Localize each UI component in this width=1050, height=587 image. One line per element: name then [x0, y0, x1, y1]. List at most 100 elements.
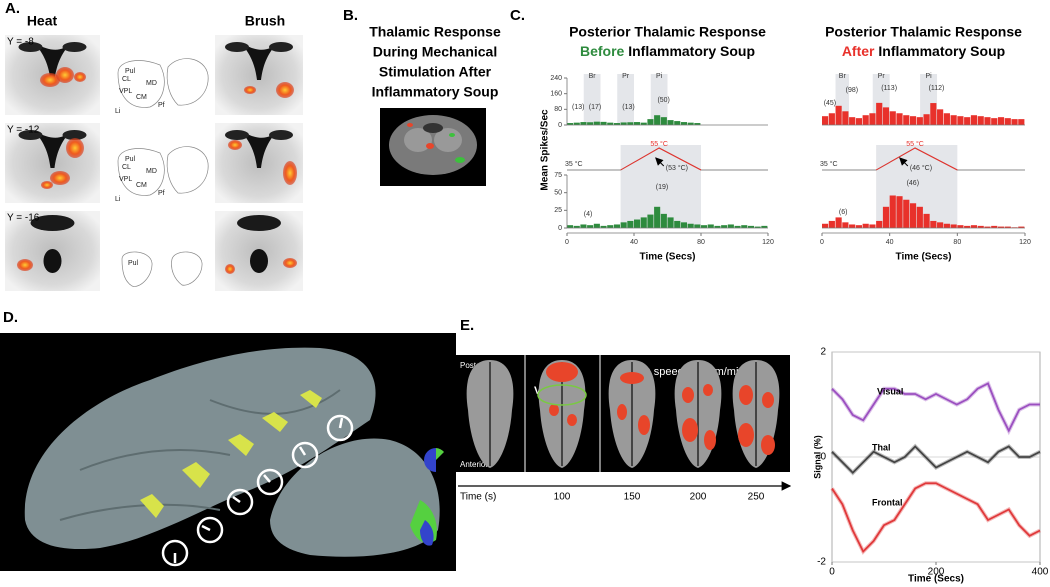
histogram-bar: [620, 222, 627, 228]
atlas-sketch: [121, 251, 203, 287]
activation: [41, 181, 53, 189]
histogram-bar: [991, 118, 998, 125]
column-title: Heat: [27, 13, 58, 29]
temperature-trace: [875, 147, 958, 171]
histogram-bar: [855, 118, 862, 125]
reach-arrow: [655, 157, 665, 167]
nucleus-label: CM: [136, 94, 147, 101]
histogram-bar: [654, 115, 661, 125]
histogram-bar: [654, 206, 661, 228]
activation: [225, 264, 235, 274]
title-line: Thalamic Response: [369, 24, 501, 40]
phase-label: Pi: [656, 73, 663, 80]
histogram-bar: [916, 206, 923, 228]
ventricle: [18, 42, 43, 52]
atlas-outline: [117, 60, 165, 108]
count-label: (98): [846, 87, 858, 94]
activation: [283, 161, 297, 185]
panel-label: C.: [510, 7, 525, 24]
histogram-bar: [694, 123, 701, 125]
subtitle-rest: Inflammatory Soup: [874, 43, 1005, 59]
nucleus-label: VPL: [119, 88, 132, 95]
column-title: Brush: [245, 13, 285, 29]
histogram-bar: [761, 225, 768, 228]
count-label: (50): [657, 97, 669, 104]
panel-label: E.: [460, 317, 474, 334]
x-tick-label: 0: [820, 239, 824, 246]
count-label: (13): [622, 104, 634, 111]
histogram-bar: [640, 217, 647, 228]
histogram-bar: [600, 121, 607, 125]
histogram-bar: [607, 122, 614, 125]
brain-frame: [537, 360, 587, 468]
histogram-bar: [984, 117, 991, 125]
histogram-bar: [943, 113, 950, 125]
histogram-bar: [957, 225, 964, 228]
brain-slice: [215, 123, 303, 203]
histogram-bar: [613, 224, 620, 228]
y-axis-label: Signal (%): [812, 435, 822, 479]
activation: [74, 72, 86, 82]
row-label: Y = -12: [7, 125, 40, 136]
series-line: [831, 482, 1041, 554]
histogram-bar: [930, 220, 937, 228]
histogram-bar: [997, 117, 1005, 125]
activation: [40, 73, 60, 87]
histogram-bar: [950, 224, 957, 228]
y-tick-label: 160: [550, 91, 562, 98]
count-label: (17): [589, 104, 601, 111]
histogram-bar: [660, 213, 667, 228]
histogram-bar: [842, 111, 849, 125]
nucleus-label: CL: [122, 76, 131, 83]
y-tick-label: 240: [550, 75, 562, 82]
histogram-bar: [580, 224, 587, 228]
histogram-bar: [957, 116, 964, 125]
histogram-bar: [896, 196, 903, 228]
brain-frame: [732, 360, 780, 468]
activation: [704, 430, 716, 450]
temperature-trace: [620, 147, 702, 171]
atlas-outline: [171, 251, 203, 286]
x-tick-label: 0: [829, 567, 835, 578]
series-label: Frontal: [872, 497, 903, 507]
x-axis-label: Time (Secs): [640, 252, 696, 263]
time-label: 100: [554, 492, 571, 503]
y-tick-label: 25: [554, 207, 562, 214]
activation: [50, 171, 70, 185]
nucleus-label: Li: [115, 196, 121, 203]
emphasis: After: [842, 43, 875, 59]
histogram-bar: [997, 226, 1005, 228]
activation: [617, 404, 627, 420]
histogram-bar: [869, 113, 876, 125]
histogram-bar: [607, 225, 614, 228]
histogram-bar: [903, 199, 910, 228]
brain-slice: [5, 35, 100, 115]
count-label: (13): [572, 104, 584, 111]
nucleus-label: Li: [115, 108, 121, 115]
ventricle: [237, 215, 281, 231]
nucleus-label: Pul: [125, 156, 136, 163]
brain-slice: [5, 211, 100, 291]
histogram-bar: [593, 121, 600, 125]
histogram-bar: [667, 120, 674, 125]
histogram-bar: [687, 122, 694, 125]
histogram-bar: [714, 225, 721, 228]
nucleus-label: Pf: [158, 190, 165, 197]
histogram-bar: [828, 113, 835, 125]
atlas-outline: [166, 58, 209, 106]
x-axis-label: Time (Secs): [896, 252, 952, 263]
temp-label: 35 °C: [820, 160, 838, 168]
brain-frame: [608, 360, 656, 468]
ventricle: [250, 249, 268, 273]
histogram-bar: [1004, 226, 1011, 228]
panel-label: B.: [343, 7, 358, 24]
x-tick-label: 120: [1019, 239, 1031, 246]
ventricle: [18, 130, 43, 140]
phase-label: Pi: [925, 73, 932, 80]
row-label: Y = -8: [7, 37, 34, 48]
histogram-bar: [889, 111, 896, 125]
phase-box: [583, 74, 601, 125]
count-label: (113): [881, 85, 897, 92]
y-tick-label: 2: [820, 347, 826, 358]
y-tick-label: 0: [820, 452, 826, 463]
